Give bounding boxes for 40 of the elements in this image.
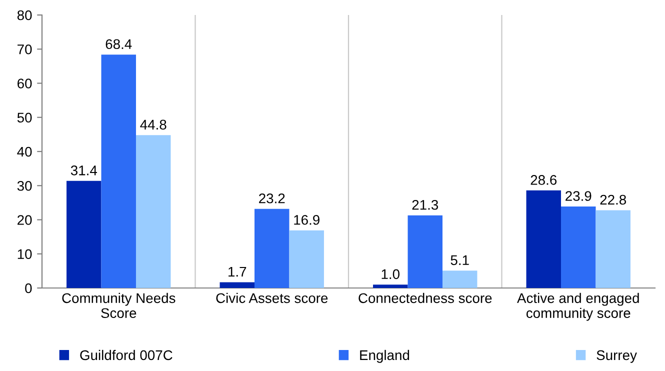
y-tick-label: 50 bbox=[17, 112, 32, 123]
y-tick-label: 10 bbox=[18, 249, 32, 260]
bar bbox=[220, 282, 255, 288]
y-tick-label: 20 bbox=[18, 215, 32, 225]
data-label: 44.8 bbox=[140, 120, 166, 130]
y-tick-label: 80 bbox=[17, 10, 32, 20]
y-tick-label: 60 bbox=[18, 78, 32, 88]
y-tick-label: 0 bbox=[25, 283, 32, 294]
x-tick-label: Connectedness score bbox=[358, 292, 492, 304]
data-label: 22.8 bbox=[600, 194, 626, 205]
bar bbox=[526, 190, 562, 288]
y-tick-label: 70 bbox=[18, 44, 32, 54]
legend-label: England bbox=[360, 350, 410, 363]
data-label: 31.4 bbox=[70, 165, 97, 176]
bar bbox=[561, 206, 596, 288]
data-label: 5.1 bbox=[450, 255, 469, 266]
y-tick-label: 40 bbox=[17, 146, 32, 157]
data-label: 1.0 bbox=[382, 269, 400, 280]
legend-label: Surrey bbox=[596, 350, 637, 363]
bar bbox=[101, 54, 136, 288]
x-tick-label: Community Needs Score bbox=[62, 292, 176, 318]
bar bbox=[289, 230, 324, 288]
y-tick-label: 30 bbox=[17, 180, 32, 191]
data-label: 23.9 bbox=[566, 191, 592, 201]
data-label: 23.2 bbox=[259, 193, 285, 204]
data-label: 68.4 bbox=[106, 39, 132, 50]
data-label: 16.9 bbox=[294, 214, 320, 225]
bar bbox=[136, 135, 171, 288]
bar bbox=[442, 270, 478, 288]
x-tick-label: Active and engaged community score bbox=[517, 292, 639, 321]
legend-label: Guildford 007C bbox=[80, 350, 172, 360]
bar bbox=[254, 208, 290, 288]
data-label: 21.3 bbox=[412, 200, 438, 210]
x-tick-label: Civic Assets score bbox=[216, 292, 328, 304]
bar bbox=[408, 215, 442, 288]
bar bbox=[373, 284, 408, 288]
bar bbox=[66, 180, 102, 288]
bar bbox=[596, 210, 630, 288]
data-label: 1.7 bbox=[228, 266, 246, 277]
data-label: 28.6 bbox=[530, 175, 557, 185]
